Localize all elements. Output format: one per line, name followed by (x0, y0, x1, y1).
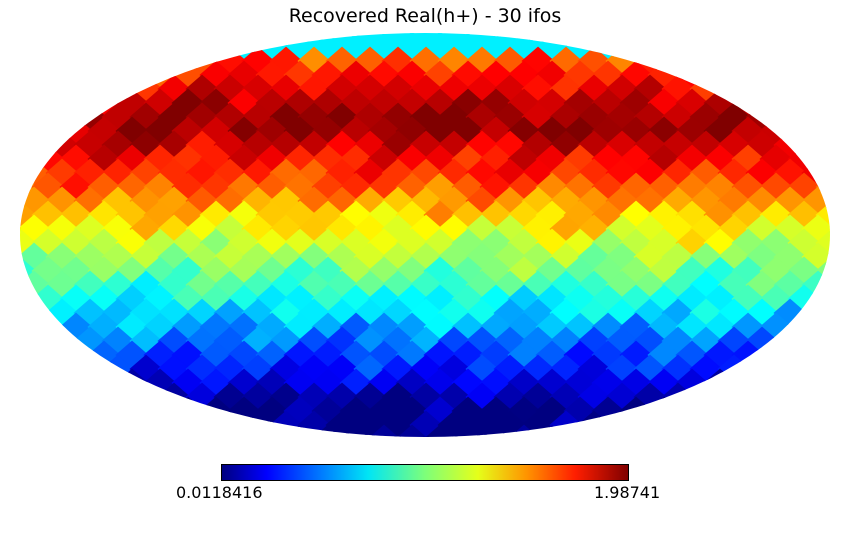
sky-pixel (591, 424, 625, 437)
sky-pixel (395, 424, 429, 437)
sky-pixel (787, 116, 821, 146)
sky-pixel (633, 410, 667, 437)
sky-pixel (479, 33, 513, 34)
sky-pixel (20, 298, 23, 328)
sky-pixel (801, 298, 830, 328)
sky-pixel (311, 33, 345, 34)
sky-pixel (213, 410, 247, 437)
mollweide-sky-map (0, 33, 830, 437)
sky-pixel (605, 410, 639, 437)
colorbar (221, 464, 629, 481)
sky-pixel (773, 102, 807, 132)
sky-pixel (20, 326, 51, 356)
sky-pixel (45, 102, 79, 132)
sky-pixel (829, 214, 830, 244)
sky-pixel (115, 60, 149, 90)
colorbar-min-label: 0.0118416 (176, 483, 263, 502)
sky-pixel (689, 382, 723, 412)
sky-pixel (507, 33, 541, 34)
sky-pixel (20, 186, 23, 216)
sky-pixel (605, 33, 639, 48)
sky-pixel (269, 33, 303, 48)
sky-pixel (87, 368, 121, 398)
sky-pixel (367, 33, 401, 34)
sky-pixel (31, 340, 65, 370)
sky-pixel (20, 284, 37, 314)
sky-pixel (129, 46, 163, 76)
sky-pixel (20, 242, 23, 272)
sky-pixel (787, 340, 821, 370)
sky-pixel (20, 144, 37, 174)
sky-pixel (829, 158, 830, 188)
sky-pixel (0, 257, 8, 285)
sky-pixel (241, 33, 275, 48)
sky-pixel (647, 33, 681, 62)
sky-pixel (829, 270, 830, 300)
sky-pixel (129, 382, 163, 412)
sky-pixel (0, 201, 8, 229)
sky-pixel (731, 368, 765, 398)
sky-pixel (815, 284, 830, 314)
sky-pixel (255, 424, 289, 437)
sky-pixel (829, 242, 830, 272)
sky-pixel (801, 326, 830, 356)
sky-pixel (829, 186, 830, 216)
sky-pixel (20, 158, 23, 188)
sky-pixel (283, 33, 317, 34)
sky-pixel (73, 74, 107, 104)
sky-pixel (717, 382, 751, 412)
sky-pixel (20, 270, 23, 300)
sky-pixel (549, 33, 583, 48)
sky-pixel (45, 354, 79, 384)
sky-pixel (535, 33, 569, 34)
sky-pixel (745, 74, 779, 104)
sky-pixel (423, 424, 457, 437)
sky-pixel (20, 214, 23, 244)
sky-pixel (759, 88, 793, 118)
sky-pixel (535, 424, 569, 437)
sky-pixel (213, 33, 247, 48)
sky-pixel (619, 33, 653, 62)
sky-pixel (227, 424, 261, 437)
sky-pixel (689, 46, 723, 76)
sky-pixel (675, 396, 709, 426)
sky-pixel-grid (0, 33, 830, 437)
sky-pixel (0, 285, 8, 313)
sky-pixel (759, 340, 793, 370)
colorbar-max-label: 1.98741 (594, 483, 661, 502)
chart-title: Recovered Real(h+) - 30 ifos (288, 5, 562, 27)
sky-pixel (143, 396, 177, 426)
sky-pixel (339, 33, 373, 34)
sky-pixel (815, 144, 830, 174)
sky-pixel (661, 46, 695, 76)
sky-pixel (199, 33, 233, 62)
sky-pixel (157, 46, 191, 76)
sky-pixel (59, 88, 93, 118)
sky-pixel (577, 33, 611, 48)
sky-pixel (563, 424, 597, 437)
sky-pixel (73, 354, 107, 384)
sky-pixel (703, 60, 737, 90)
sky-pixel (423, 33, 457, 34)
sky-pixel (451, 424, 485, 437)
sky-pixel (829, 298, 830, 328)
sky-pixel (31, 116, 65, 146)
sky-pixel (451, 33, 485, 34)
sky-pixel (185, 410, 219, 437)
sky-pixel (20, 312, 37, 342)
sky-pixel (745, 354, 779, 384)
sky-pixel (367, 424, 401, 437)
sky-pixel (171, 33, 205, 62)
sky-pixel (815, 312, 830, 342)
sky-pixel (395, 33, 429, 34)
sky-pixel (101, 382, 135, 412)
sky-pixel (283, 424, 317, 437)
sky-pixel (0, 173, 8, 201)
sky-pixel (20, 130, 51, 160)
sky-pixel (801, 130, 830, 160)
sky-pixel (0, 229, 8, 257)
